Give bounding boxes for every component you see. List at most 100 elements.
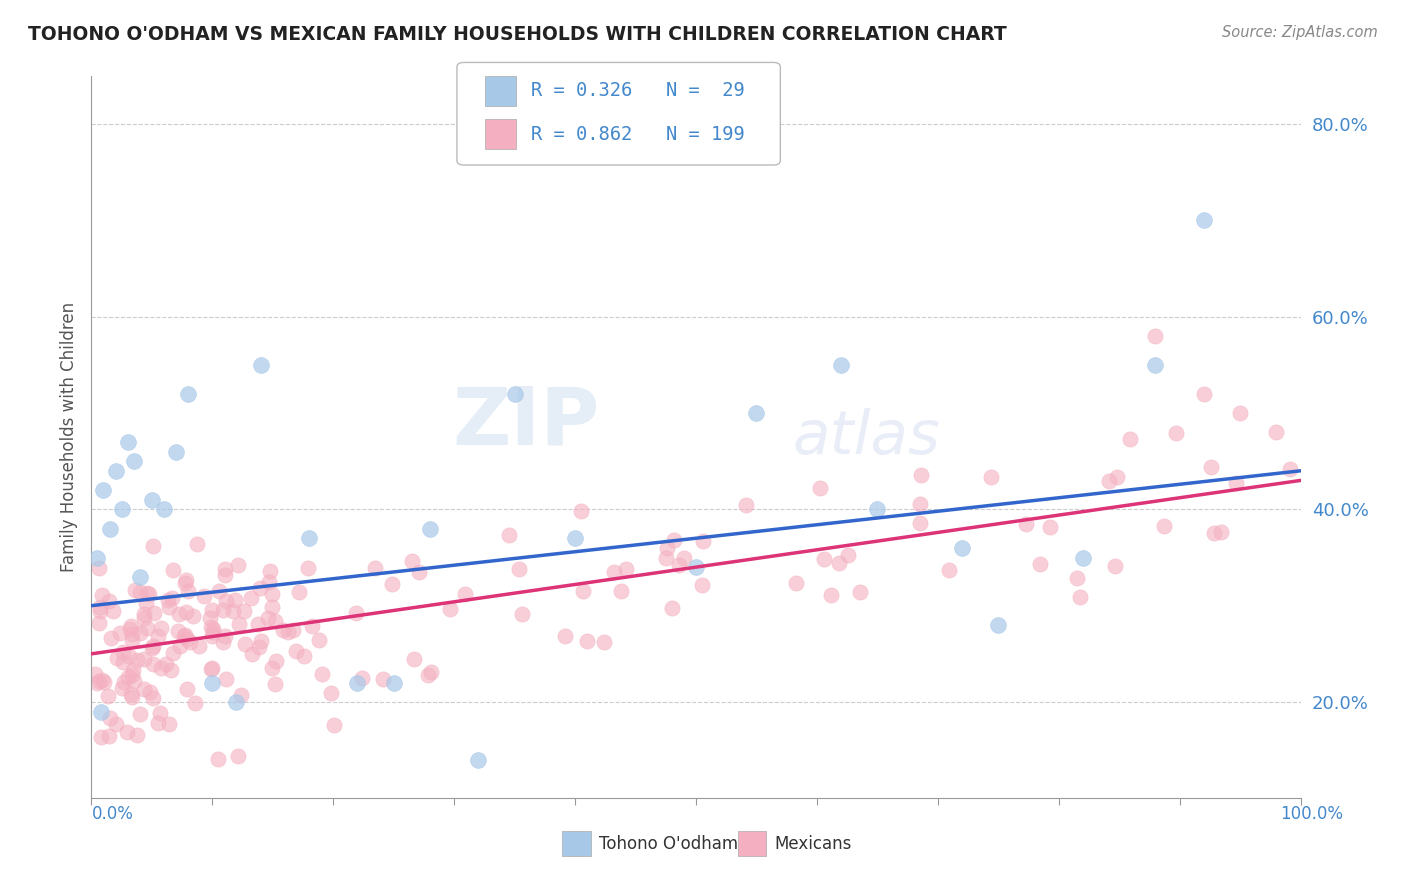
Point xyxy=(371,672,394,686)
Point xyxy=(250,633,273,648)
Point xyxy=(692,534,714,549)
Point xyxy=(160,663,183,677)
Point xyxy=(263,615,285,629)
Point xyxy=(1029,557,1052,571)
Point xyxy=(813,551,835,566)
Point xyxy=(419,522,441,536)
Point xyxy=(849,585,872,599)
Point xyxy=(1039,520,1062,534)
Point xyxy=(138,587,160,601)
Text: TOHONO O'ODHAM VS MEXICAN FAMILY HOUSEHOLDS WITH CHILDREN CORRELATION CHART: TOHONO O'ODHAM VS MEXICAN FAMILY HOUSEHO… xyxy=(28,25,1007,44)
Point xyxy=(198,610,221,624)
Point xyxy=(174,573,197,587)
Point xyxy=(662,533,685,548)
Point xyxy=(1015,517,1038,532)
Point xyxy=(828,556,851,570)
Point xyxy=(866,502,889,516)
Point xyxy=(655,551,678,566)
Point xyxy=(498,528,520,542)
Point xyxy=(149,621,172,635)
Point xyxy=(86,676,108,690)
Point xyxy=(98,730,121,744)
Point xyxy=(603,565,626,579)
Point xyxy=(1071,550,1094,565)
Point xyxy=(122,674,145,689)
Point xyxy=(155,657,177,672)
Point xyxy=(503,386,526,401)
Point xyxy=(285,644,308,658)
Point xyxy=(224,593,246,607)
Point xyxy=(1204,525,1226,540)
Point xyxy=(165,444,187,458)
Point xyxy=(112,674,135,689)
Point xyxy=(673,551,696,566)
Point xyxy=(134,607,156,621)
Point xyxy=(98,522,121,536)
Point xyxy=(1118,432,1140,446)
Point xyxy=(575,633,598,648)
Point xyxy=(87,561,110,575)
Point xyxy=(201,603,224,617)
Point xyxy=(169,639,191,653)
Point xyxy=(350,672,373,686)
Point xyxy=(121,667,143,681)
Point xyxy=(402,652,425,666)
Point xyxy=(614,561,637,575)
Text: 100.0%: 100.0% xyxy=(1279,805,1343,822)
Point xyxy=(277,624,299,639)
Point xyxy=(105,651,128,665)
Point xyxy=(176,681,198,696)
Point xyxy=(571,583,593,598)
Text: Source: ZipAtlas.com: Source: ZipAtlas.com xyxy=(1222,25,1378,40)
Text: R = 0.326   N =  29: R = 0.326 N = 29 xyxy=(531,81,745,100)
Point xyxy=(439,602,461,616)
Point xyxy=(1209,524,1232,539)
Point xyxy=(262,661,284,675)
Text: R = 0.862   N = 199: R = 0.862 N = 199 xyxy=(531,125,745,144)
Point xyxy=(1104,559,1126,574)
Point xyxy=(136,585,159,599)
Point xyxy=(89,615,111,630)
Point xyxy=(121,627,143,641)
Point xyxy=(554,629,576,643)
Point xyxy=(139,685,162,699)
Point xyxy=(301,619,323,633)
Point xyxy=(111,645,134,659)
Point xyxy=(187,640,209,654)
Point xyxy=(157,716,180,731)
Point xyxy=(508,562,530,576)
Point xyxy=(910,468,932,483)
Point xyxy=(128,570,150,584)
Point xyxy=(1229,406,1251,420)
Point xyxy=(418,668,440,682)
Point xyxy=(226,748,249,763)
Point xyxy=(200,662,222,676)
Point xyxy=(569,504,592,518)
Point xyxy=(89,604,111,618)
Point xyxy=(181,608,204,623)
Point xyxy=(122,663,145,677)
Point xyxy=(167,624,190,639)
Point xyxy=(201,629,224,643)
Point xyxy=(830,358,852,372)
Point xyxy=(264,654,287,668)
Point xyxy=(176,632,198,646)
Text: Tohono O'odham: Tohono O'odham xyxy=(599,835,738,853)
Point xyxy=(298,531,321,545)
Point xyxy=(321,686,343,700)
Point xyxy=(820,589,842,603)
Point xyxy=(1192,213,1215,227)
Point xyxy=(142,657,165,672)
Point xyxy=(157,593,180,607)
Point xyxy=(142,606,165,620)
Point xyxy=(177,386,200,401)
Point xyxy=(592,635,614,649)
Point xyxy=(89,599,111,614)
Point xyxy=(201,675,224,690)
Point xyxy=(281,624,304,638)
Point xyxy=(177,583,200,598)
Point xyxy=(167,607,190,622)
Point xyxy=(93,483,115,497)
Point xyxy=(120,619,142,633)
Point xyxy=(297,561,319,575)
